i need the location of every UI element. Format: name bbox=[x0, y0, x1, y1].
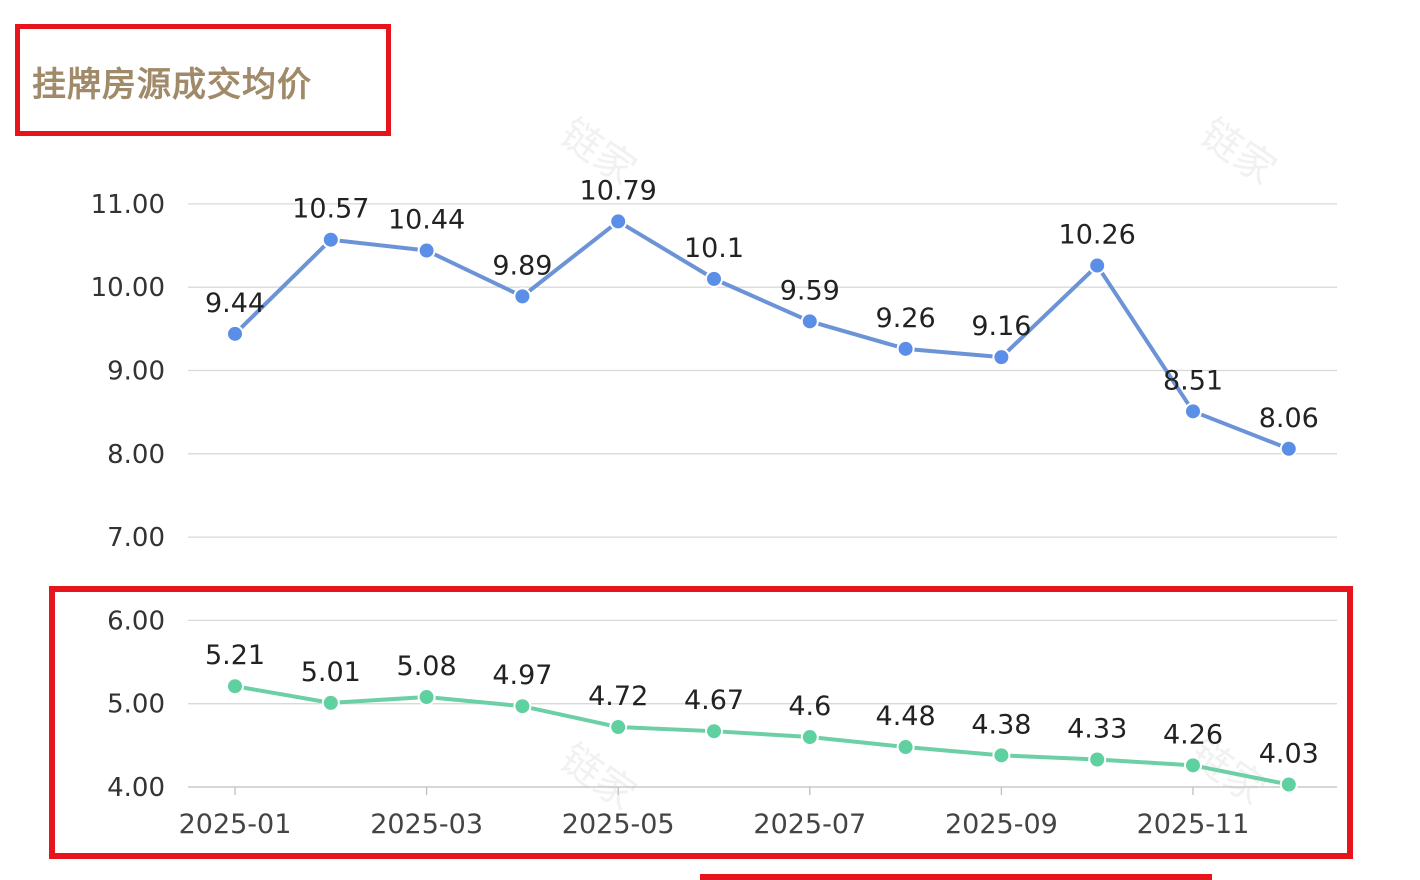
listing-data-label: 9.59 bbox=[780, 275, 840, 306]
deal-data-label: 4.33 bbox=[1067, 714, 1127, 745]
listing-data-label: 9.89 bbox=[492, 250, 552, 281]
listing-data-point bbox=[321, 230, 340, 249]
deal-data-label: 5.21 bbox=[205, 640, 265, 671]
x-tick-label: 2025-01 bbox=[179, 809, 292, 840]
y-tick-label: 6.00 bbox=[107, 606, 165, 636]
y-tick-label: 10.00 bbox=[91, 273, 165, 303]
deal-series-line bbox=[234, 684, 1290, 787]
deal-data-point bbox=[1184, 756, 1202, 775]
listing-data-point bbox=[800, 312, 819, 331]
x-tick-label: 2025-07 bbox=[753, 809, 866, 840]
listing-data-point bbox=[705, 269, 723, 288]
y-axis-ticks: 11.00 10.00 9.00 8.00 7.00 6.00 5.00 4.00 bbox=[91, 190, 165, 803]
x-tick-label: 2025-11 bbox=[1137, 809, 1250, 840]
listing-data-point bbox=[1184, 402, 1202, 421]
listing-series-line bbox=[233, 219, 1290, 451]
deal-data-point bbox=[992, 746, 1011, 765]
y-tick-label: 4.00 bbox=[107, 773, 165, 803]
deal-data-point bbox=[896, 738, 915, 757]
listing-data-label: 9.44 bbox=[205, 288, 265, 319]
chart-title: 挂牌房源成交均价 bbox=[32, 65, 312, 105]
deal-data-label: 4.67 bbox=[684, 685, 744, 716]
highlight-boxes bbox=[49, 586, 1353, 880]
deal-data-label: 4.48 bbox=[876, 701, 936, 732]
listing-data-point bbox=[896, 339, 915, 358]
x-axis-ticks: 2025-01 2025-03 2025-05 2025-07 2025-09 2025-… bbox=[179, 787, 1250, 840]
listing-data-label: 10.1 bbox=[684, 233, 744, 264]
listing-data-point bbox=[513, 287, 532, 306]
deal-data-point bbox=[609, 718, 628, 737]
deal-data-point bbox=[1088, 750, 1107, 769]
listing-data-label: 8.06 bbox=[1259, 403, 1319, 434]
listing-data-point bbox=[609, 212, 628, 231]
deal-data-point bbox=[321, 693, 340, 712]
deal-data-label: 4.6 bbox=[788, 691, 831, 722]
deal-data-point bbox=[513, 697, 532, 716]
listing-data-label: 10.79 bbox=[580, 175, 657, 206]
y-tick-label: 11.00 bbox=[91, 190, 165, 220]
title-highlight-box: 挂牌房源成交均价 bbox=[15, 24, 391, 136]
listing-data-point bbox=[1279, 439, 1298, 458]
y-tick-label: 7.00 bbox=[107, 523, 165, 553]
listing-data-label: 10.57 bbox=[292, 194, 369, 225]
deal-data-label: 5.08 bbox=[397, 651, 457, 682]
series-layer: 9.44 10.57 10.44 9.89 10.79 10.1 9.59 9.26 9.16 1… bbox=[205, 175, 1319, 794]
deal-data-point bbox=[705, 722, 723, 741]
deal-data-label: 4.97 bbox=[492, 660, 552, 691]
deal-data-label: 4.03 bbox=[1259, 739, 1319, 770]
listing-data-label: 9.16 bbox=[971, 311, 1031, 342]
listing-data-label: 10.44 bbox=[388, 205, 465, 236]
grid-lines bbox=[188, 203, 1337, 788]
deal-data-point bbox=[800, 728, 819, 747]
y-tick-label: 9.00 bbox=[107, 357, 165, 387]
deal-data-point bbox=[417, 688, 436, 707]
listing-data-point bbox=[417, 241, 436, 260]
deal-data-label: 5.01 bbox=[301, 657, 361, 688]
x-tick-label: 2025-05 bbox=[562, 809, 675, 840]
x-tick-label: 2025-09 bbox=[945, 809, 1058, 840]
y-tick-label: 8.00 bbox=[107, 440, 165, 470]
y-tick-label: 5.00 bbox=[107, 690, 165, 720]
listing-data-point bbox=[992, 348, 1011, 367]
deal-data-label: 4.38 bbox=[971, 709, 1031, 740]
listing-data-point bbox=[226, 324, 244, 343]
deal-highlight-box bbox=[49, 586, 1353, 859]
listing-data-label: 8.51 bbox=[1163, 365, 1223, 396]
deal-data-point bbox=[226, 677, 244, 696]
listing-data-point bbox=[1088, 256, 1107, 275]
deal-data-point bbox=[1279, 775, 1298, 794]
deal-data-label: 4.72 bbox=[588, 681, 648, 712]
x-tick-label: 2025-03 bbox=[370, 809, 483, 840]
listing-data-label: 9.26 bbox=[876, 303, 936, 334]
deal-data-label: 4.26 bbox=[1163, 719, 1223, 750]
listing-data-label: 10.26 bbox=[1059, 220, 1136, 251]
